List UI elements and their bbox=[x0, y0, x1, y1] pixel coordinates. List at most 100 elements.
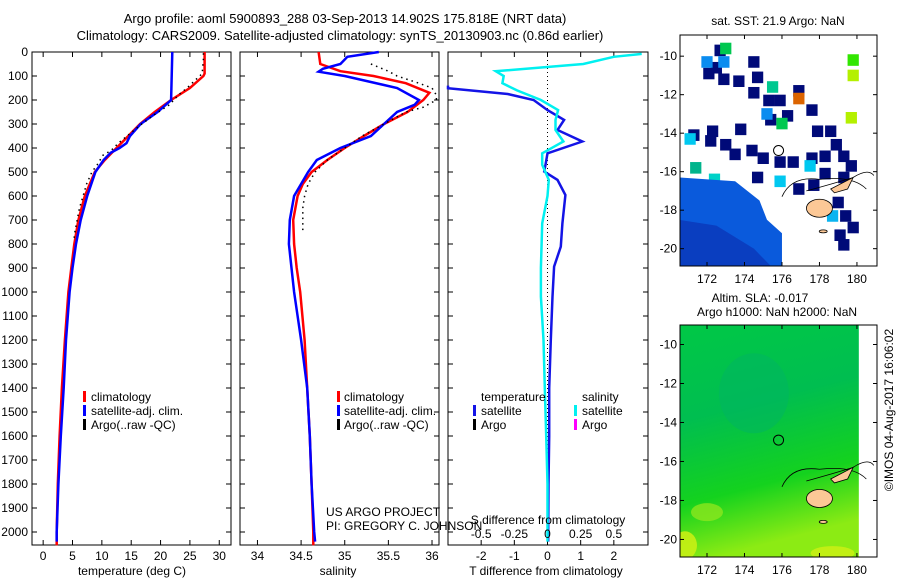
y-tick-label: 1000 bbox=[1, 285, 28, 299]
x-tick-label: 0 bbox=[544, 549, 551, 563]
sst-cell bbox=[793, 85, 805, 97]
y-tick-label: 1300 bbox=[1, 357, 28, 371]
legend-swatch-argo bbox=[83, 419, 86, 430]
sst-cell bbox=[847, 221, 859, 234]
map-frame bbox=[679, 34, 878, 267]
sst-cell bbox=[819, 150, 831, 163]
sla-map-title-line-2: Argo h1000: NaN h2000: NaN bbox=[697, 305, 857, 319]
lat-tick-label: -16 bbox=[660, 165, 678, 179]
s-diff-axis-label: S difference from climatology bbox=[471, 513, 626, 527]
sst-cell bbox=[830, 138, 842, 151]
lon-tick-label: 178 bbox=[809, 272, 829, 286]
lat-tick-label: -12 bbox=[660, 88, 678, 102]
x-tick-label: -2 bbox=[476, 549, 487, 563]
temperature-legend: climatology satellite-adj. clim. Argo(..… bbox=[83, 390, 183, 432]
y-tick-label: 900 bbox=[8, 261, 28, 275]
sst-cell bbox=[806, 152, 818, 165]
s-diff-tick-label: 0 bbox=[544, 527, 551, 541]
lon-tick-label: 178 bbox=[809, 563, 829, 577]
legend-label-s-argo: Argo bbox=[582, 418, 608, 432]
sst-cell bbox=[804, 160, 816, 172]
legend-label-argo: Argo(..raw -QC) bbox=[344, 418, 429, 432]
lat-tick-label: -10 bbox=[660, 337, 678, 351]
x-tick-label: 30 bbox=[213, 549, 227, 563]
imos-credit: ©IMOS 04-Aug-2017 16:06:02 bbox=[882, 329, 896, 492]
sst-cell bbox=[720, 138, 732, 151]
salinity-axis-label: salinity bbox=[320, 564, 357, 578]
sst-cell bbox=[793, 92, 805, 105]
sla-high-region bbox=[810, 546, 855, 557]
sla-high-region bbox=[690, 503, 723, 522]
x-tick-label: 35 bbox=[338, 549, 352, 563]
legend-swatch-satellite bbox=[337, 405, 340, 416]
lat-tick-label: -20 bbox=[660, 532, 678, 546]
sst-cell bbox=[838, 150, 850, 163]
sst-cell bbox=[748, 56, 760, 68]
y-tick-label: 100 bbox=[8, 69, 28, 83]
sst-cell bbox=[832, 196, 844, 209]
sst-cell bbox=[706, 125, 719, 138]
sst-cell bbox=[735, 123, 747, 136]
island-kadavu bbox=[818, 229, 828, 234]
s-diff-tick-label: 0.5 bbox=[605, 527, 622, 541]
sst-cell bbox=[690, 162, 702, 174]
island-vanua-levu bbox=[830, 176, 855, 194]
sst-deep-region bbox=[680, 219, 771, 266]
x-tick-label: 2 bbox=[610, 549, 617, 563]
sst-cell bbox=[746, 144, 758, 157]
map-frame bbox=[679, 324, 878, 558]
series-t-satellite bbox=[446, 85, 586, 542]
sst-cell bbox=[806, 104, 818, 116]
title-line-2: Climatology: CARS2009. Satellite-adjuste… bbox=[77, 28, 604, 43]
x-tick-label: 10 bbox=[95, 549, 109, 563]
legend-label-satellite: satellite-adj. clim. bbox=[344, 404, 436, 418]
sst-cell bbox=[733, 75, 745, 88]
lat-tick-label: -18 bbox=[660, 203, 678, 217]
legend-swatch-t-satellite bbox=[473, 405, 476, 416]
lat-tick-label: -12 bbox=[660, 376, 678, 390]
x-tick-label: 15 bbox=[125, 549, 139, 563]
sst-cell bbox=[761, 108, 773, 120]
lon-tick-label: 172 bbox=[697, 563, 717, 577]
y-tick-label: 1900 bbox=[1, 501, 28, 515]
sst-cell bbox=[774, 175, 786, 188]
sst-cell bbox=[684, 133, 696, 145]
legend-label-s-satellite: satellite bbox=[582, 404, 623, 418]
sst-cell bbox=[825, 125, 837, 138]
plot-frame bbox=[31, 51, 232, 546]
credit-project: US ARGO PROJECT bbox=[326, 505, 441, 519]
y-tick-label: 300 bbox=[8, 117, 28, 131]
lon-tick-label: 172 bbox=[697, 272, 717, 286]
sst-cell bbox=[845, 112, 857, 124]
lon-tick-label: 174 bbox=[734, 563, 754, 577]
series-argo-raw-qc- bbox=[72, 53, 205, 242]
y-tick-label: 700 bbox=[8, 213, 28, 227]
map-content bbox=[680, 325, 877, 557]
sst-cell bbox=[751, 171, 764, 184]
t-diff-axis-label: T difference from climatology bbox=[469, 564, 623, 578]
sst-cell bbox=[847, 54, 859, 66]
sst-cell bbox=[781, 110, 794, 122]
sst-cell bbox=[708, 173, 721, 186]
salinity-panel: 34 34.5 35 35.5 36 bbox=[239, 50, 440, 563]
sst-map: 172 174 176 178 180 -10 -12 -14 -16 -18 -20 bbox=[660, 34, 878, 286]
y-tick-label: 1500 bbox=[1, 405, 28, 419]
x-tick-label: 34 bbox=[251, 549, 265, 563]
y-tick-label: 200 bbox=[8, 93, 28, 107]
lat-tick-label: -14 bbox=[660, 415, 678, 429]
x-tick-label: 34.5 bbox=[289, 549, 313, 563]
series-argo-raw-qc- bbox=[302, 63, 438, 232]
lon-tick-label: 176 bbox=[772, 272, 792, 286]
difference-legend: temperature salinity satellite Argo sate… bbox=[473, 390, 623, 432]
sst-cell bbox=[845, 160, 857, 172]
lon-tick-label: 180 bbox=[847, 272, 867, 286]
sst-cell bbox=[701, 56, 713, 68]
x-tick-label: 36 bbox=[425, 549, 439, 563]
sla-map-title-line-1: Altim. SLA: -0.017 bbox=[712, 291, 809, 305]
lon-tick-label: 174 bbox=[734, 272, 754, 286]
y-tick-label: 2000 bbox=[1, 525, 28, 539]
y-tick-label: 1700 bbox=[1, 453, 28, 467]
y-tick-label: 1800 bbox=[1, 477, 28, 491]
sst-cell bbox=[729, 148, 741, 161]
